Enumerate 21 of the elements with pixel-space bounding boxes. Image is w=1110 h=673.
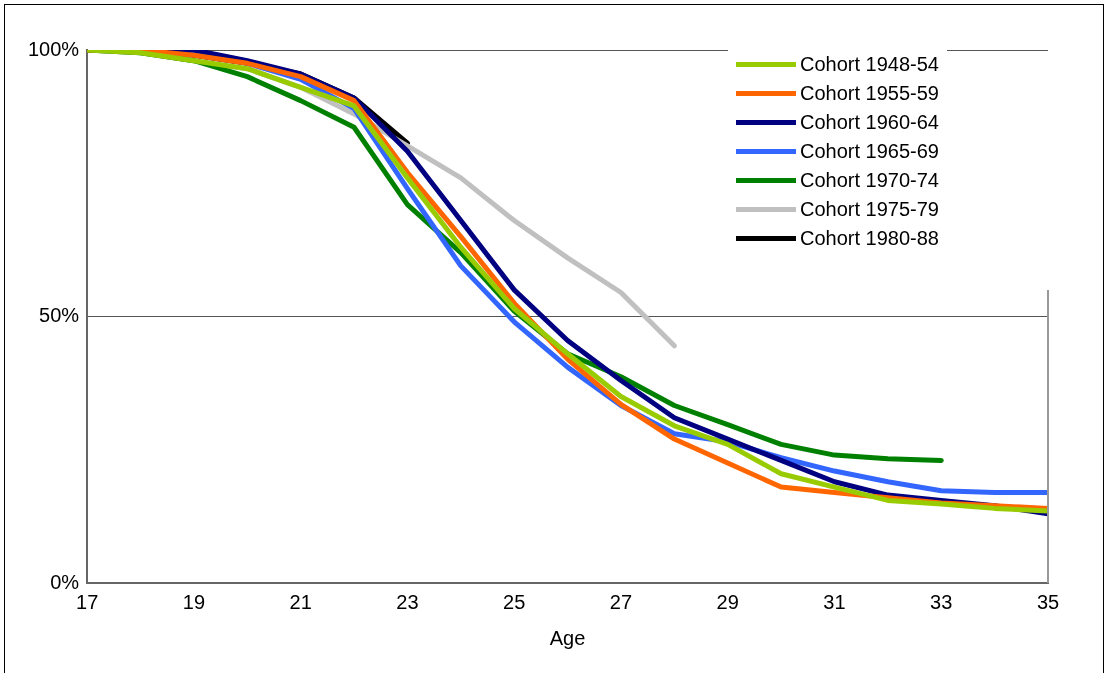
legend-label: Cohort 1965-69 — [800, 139, 939, 164]
x-tick-label: 27 — [609, 590, 633, 613]
x-tick-label: 19 — [182, 590, 206, 613]
y-tick-label: 100% — [28, 37, 80, 60]
legend-label: Cohort 1960-64 — [800, 110, 939, 135]
x-tick-label: 29 — [716, 590, 739, 613]
legend-label: Cohort 1975-79 — [800, 197, 939, 222]
y-tick-label: 50% — [39, 304, 80, 327]
legend-label: Cohort 1955-59 — [800, 81, 939, 106]
x-tick-label: 23 — [396, 590, 419, 613]
x-tick-label: 31 — [823, 590, 846, 613]
x-tick-label: 17 — [76, 590, 99, 613]
legend-label: Cohort 1948-54 — [800, 52, 939, 77]
legend-label: Cohort 1980-88 — [800, 226, 939, 251]
legend-label: Cohort 1970-74 — [800, 168, 939, 193]
x-axis-title: Age — [549, 626, 586, 649]
x-tick-label: 33 — [930, 590, 953, 613]
x-tick-label: 21 — [289, 590, 312, 613]
y-tick-label: 0% — [50, 570, 80, 593]
x-tick-label: 35 — [1036, 590, 1060, 613]
x-tick-label: 25 — [503, 590, 526, 613]
